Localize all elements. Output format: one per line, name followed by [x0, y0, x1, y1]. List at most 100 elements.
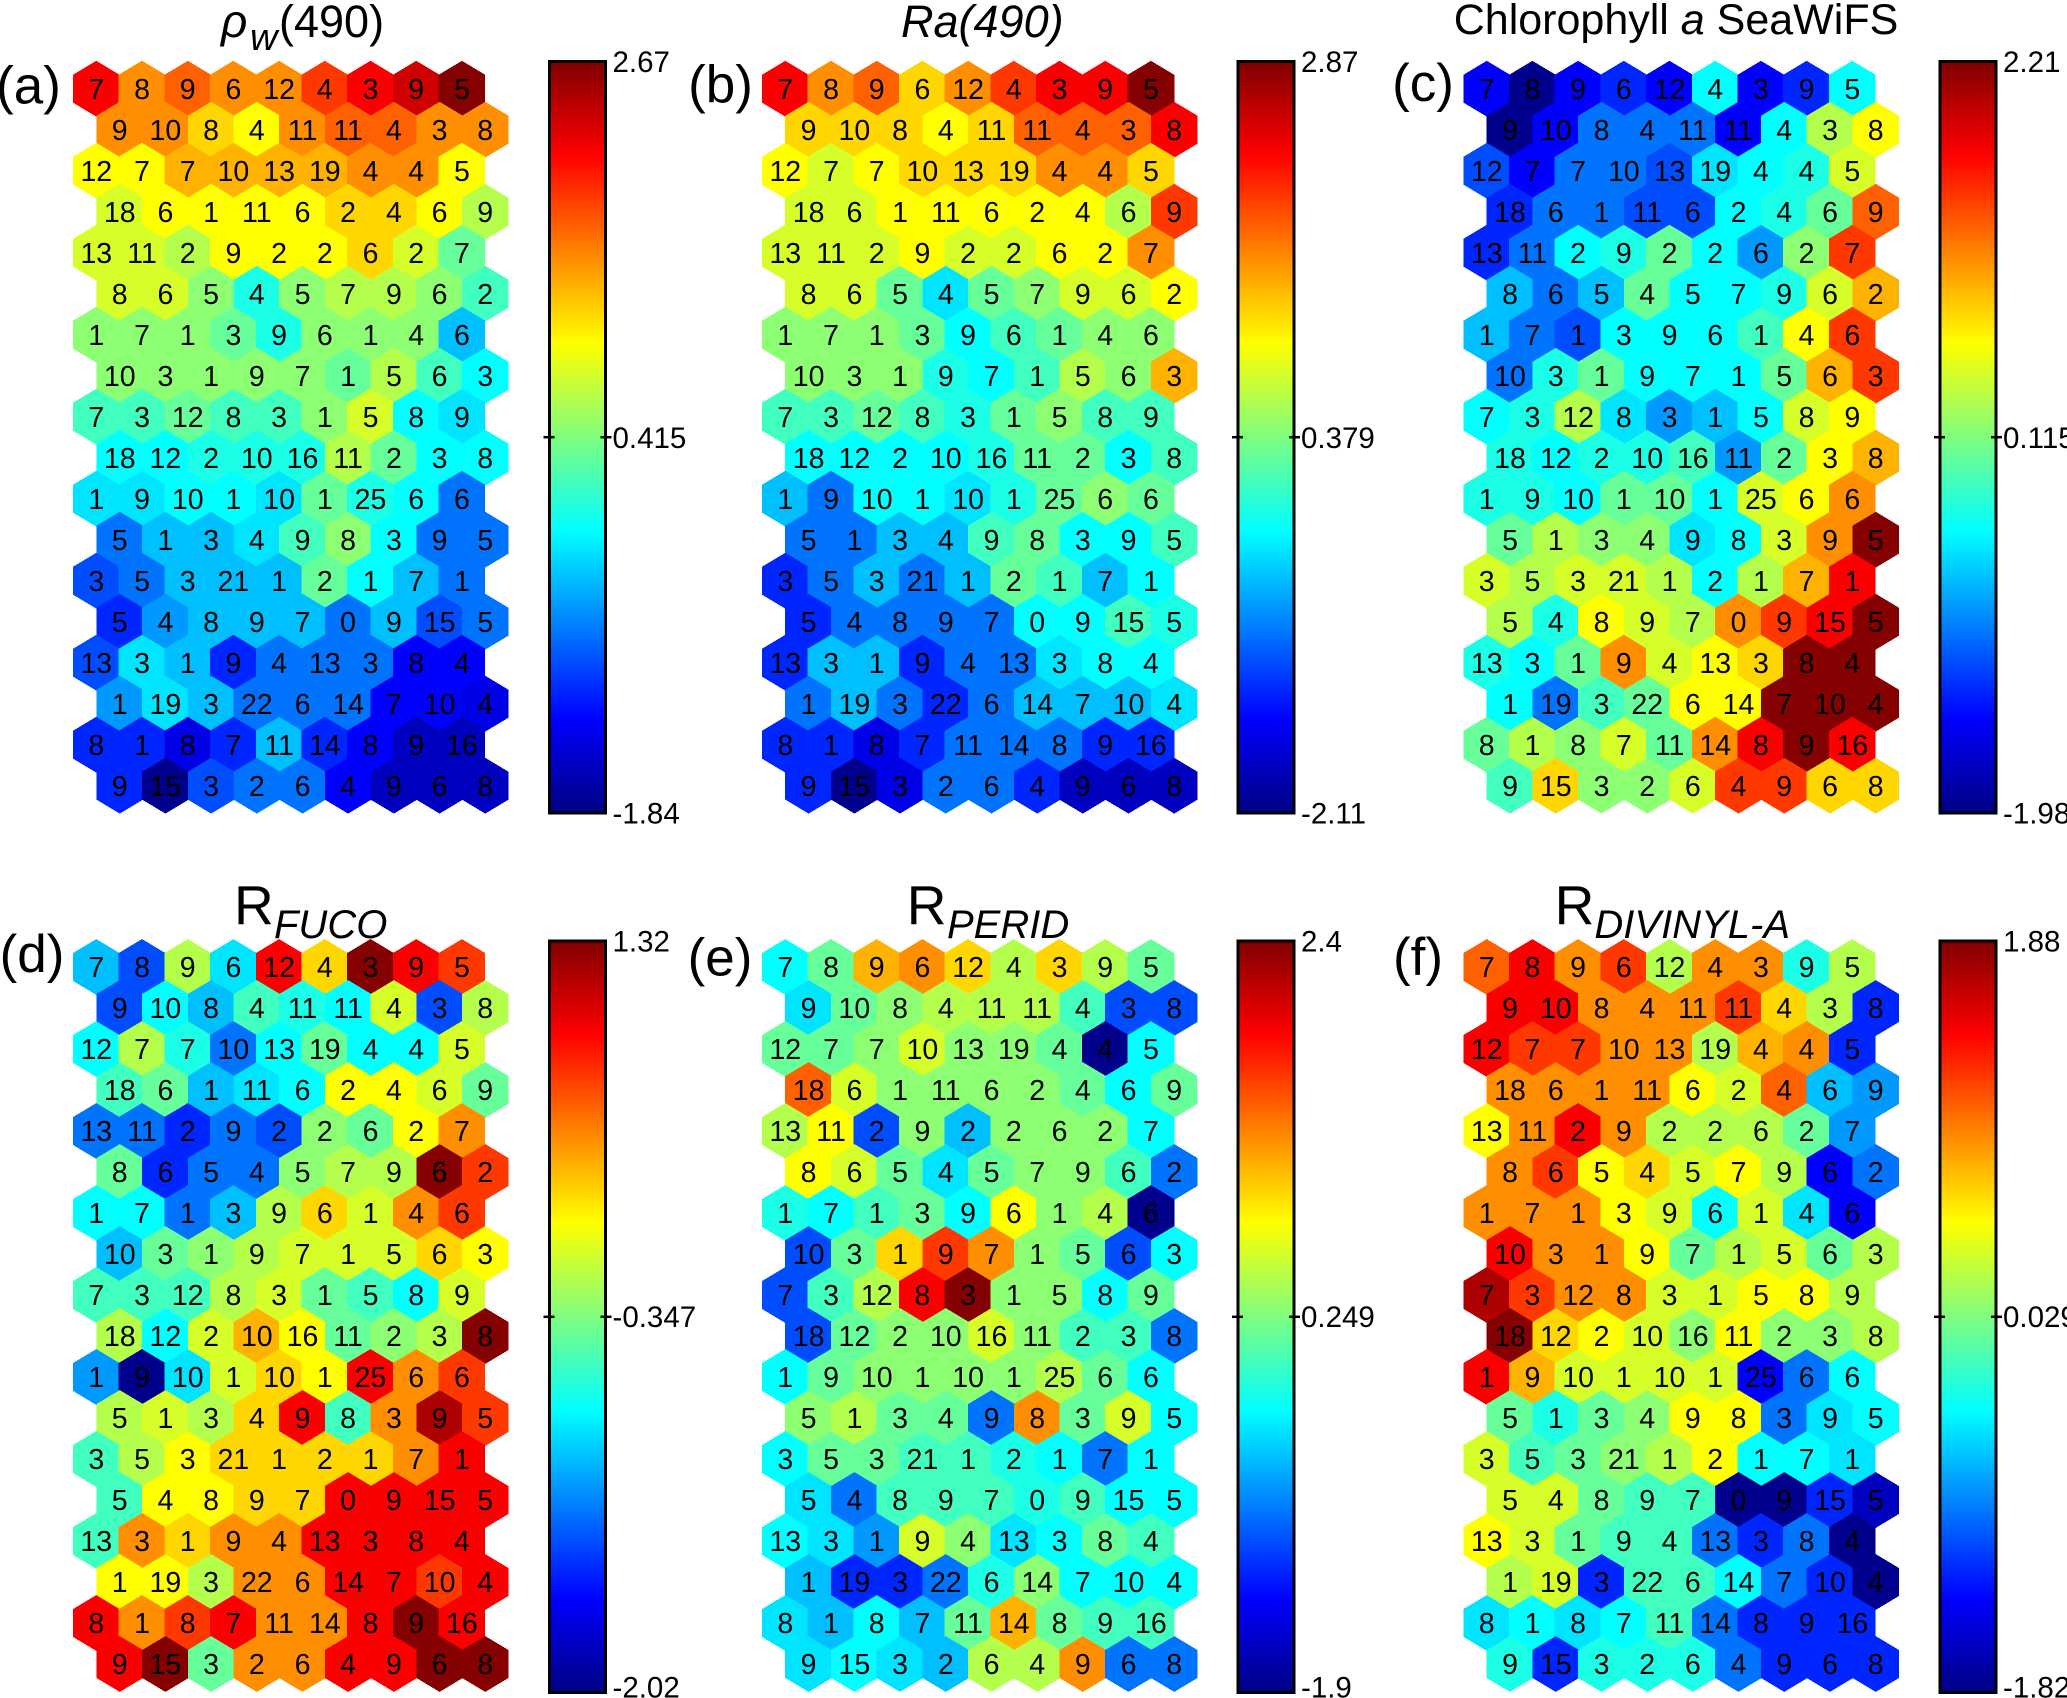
svg-text:9: 9	[112, 993, 128, 1025]
svg-text:11: 11	[1518, 1116, 1548, 1148]
svg-text:1: 1	[777, 1362, 793, 1394]
svg-text:1: 1	[1570, 648, 1586, 680]
svg-text:6: 6	[1685, 1075, 1701, 1107]
svg-text:4: 4	[249, 1403, 265, 1435]
svg-text:5: 5	[1524, 1444, 1540, 1476]
svg-text:9: 9	[225, 1116, 241, 1148]
svg-text:6: 6	[317, 320, 333, 352]
svg-text:1: 1	[960, 1444, 976, 1476]
svg-text:4: 4	[408, 320, 424, 352]
svg-text:3: 3	[869, 566, 885, 598]
svg-text:12: 12	[150, 443, 182, 475]
svg-text:0: 0	[340, 607, 356, 639]
svg-text:4: 4	[938, 279, 954, 311]
svg-text:1: 1	[317, 402, 333, 434]
svg-text:10: 10	[263, 1362, 295, 1394]
svg-text:7: 7	[340, 1157, 356, 1189]
svg-text:8: 8	[1097, 648, 1113, 680]
svg-text:4: 4	[1097, 1198, 1113, 1230]
svg-text:22: 22	[1631, 1567, 1663, 1599]
svg-text:1: 1	[225, 1362, 241, 1394]
svg-text:10: 10	[952, 1362, 984, 1394]
svg-text:8: 8	[1166, 1321, 1182, 1353]
svg-text:11: 11	[1022, 115, 1052, 147]
svg-text:9: 9	[1822, 525, 1838, 557]
svg-text:1: 1	[777, 320, 793, 352]
svg-text:6: 6	[1799, 1362, 1815, 1394]
svg-text:13: 13	[309, 648, 341, 680]
svg-text:6: 6	[1097, 1362, 1113, 1394]
svg-text:(490): (490)	[279, 0, 384, 47]
svg-text:3: 3	[363, 648, 379, 680]
svg-text:18: 18	[1494, 443, 1526, 475]
svg-text:1.88: 1.88	[2003, 926, 2060, 959]
svg-text:1: 1	[846, 1403, 862, 1435]
svg-text:3: 3	[1616, 320, 1632, 352]
svg-text:4: 4	[249, 279, 265, 311]
svg-text:3: 3	[271, 1280, 287, 1312]
svg-text:13: 13	[1471, 1526, 1503, 1558]
svg-text:6: 6	[1121, 197, 1137, 229]
svg-text:6: 6	[914, 74, 930, 106]
svg-text:5: 5	[112, 525, 128, 557]
svg-text:1: 1	[1616, 1362, 1632, 1394]
svg-text:3: 3	[1524, 402, 1540, 434]
svg-text:4: 4	[157, 1485, 173, 1517]
svg-text:11: 11	[264, 1608, 294, 1640]
svg-text:3: 3	[203, 1649, 219, 1681]
svg-text:12: 12	[1654, 74, 1686, 106]
svg-text:3: 3	[203, 1567, 219, 1599]
svg-text:8: 8	[1753, 730, 1769, 762]
svg-text:9: 9	[1616, 1116, 1632, 1148]
svg-text:6: 6	[1616, 952, 1632, 984]
svg-text:10: 10	[1113, 689, 1145, 721]
svg-text:4: 4	[454, 648, 470, 680]
svg-text:8: 8	[1594, 115, 1610, 147]
svg-text:6: 6	[1685, 1567, 1701, 1599]
svg-text:7: 7	[1731, 279, 1747, 311]
svg-text:16: 16	[287, 443, 319, 475]
svg-text:5: 5	[295, 279, 311, 311]
svg-text:3: 3	[1594, 1649, 1610, 1681]
svg-text:8: 8	[892, 115, 908, 147]
svg-text:7: 7	[823, 1198, 839, 1230]
svg-text:1: 1	[869, 320, 885, 352]
svg-text:1: 1	[317, 1362, 333, 1394]
svg-text:1: 1	[1594, 1239, 1610, 1271]
svg-text:1: 1	[1052, 1198, 1068, 1230]
svg-text:5: 5	[1868, 525, 1884, 557]
svg-text:7: 7	[984, 361, 1000, 393]
svg-text:6: 6	[295, 771, 311, 803]
svg-text:4: 4	[1776, 197, 1792, 229]
svg-text:9: 9	[1502, 771, 1518, 803]
svg-text:-1.84: -1.84	[613, 798, 680, 831]
svg-text:8: 8	[1868, 1649, 1884, 1681]
svg-text:5: 5	[1166, 525, 1182, 557]
svg-text:18: 18	[104, 443, 136, 475]
svg-text:6: 6	[1548, 197, 1564, 229]
svg-text:8: 8	[203, 993, 219, 1025]
svg-text:5: 5	[1075, 361, 1091, 393]
svg-text:3: 3	[1753, 648, 1769, 680]
svg-text:7: 7	[1685, 1485, 1701, 1517]
svg-text:2: 2	[249, 1649, 265, 1681]
svg-text:2: 2	[180, 238, 196, 270]
svg-text:25: 25	[1044, 484, 1076, 516]
svg-text:-1.9: -1.9	[1301, 1672, 1352, 1698]
svg-text:6: 6	[225, 952, 241, 984]
svg-text:4: 4	[1548, 607, 1564, 639]
svg-text:9: 9	[386, 279, 402, 311]
svg-text:1: 1	[1753, 1444, 1769, 1476]
svg-text:1: 1	[134, 1608, 150, 1640]
svg-text:6: 6	[432, 1157, 448, 1189]
svg-text:10: 10	[424, 1567, 456, 1599]
svg-text:4: 4	[1143, 1526, 1159, 1558]
svg-text:8: 8	[477, 443, 493, 475]
svg-text:5: 5	[295, 1157, 311, 1189]
svg-text:10: 10	[1608, 156, 1640, 188]
svg-text:5: 5	[1052, 1280, 1068, 1312]
svg-text:1: 1	[892, 1239, 908, 1271]
svg-text:14: 14	[1699, 1608, 1731, 1640]
svg-text:8: 8	[203, 1485, 219, 1517]
svg-text:9: 9	[386, 1157, 402, 1189]
